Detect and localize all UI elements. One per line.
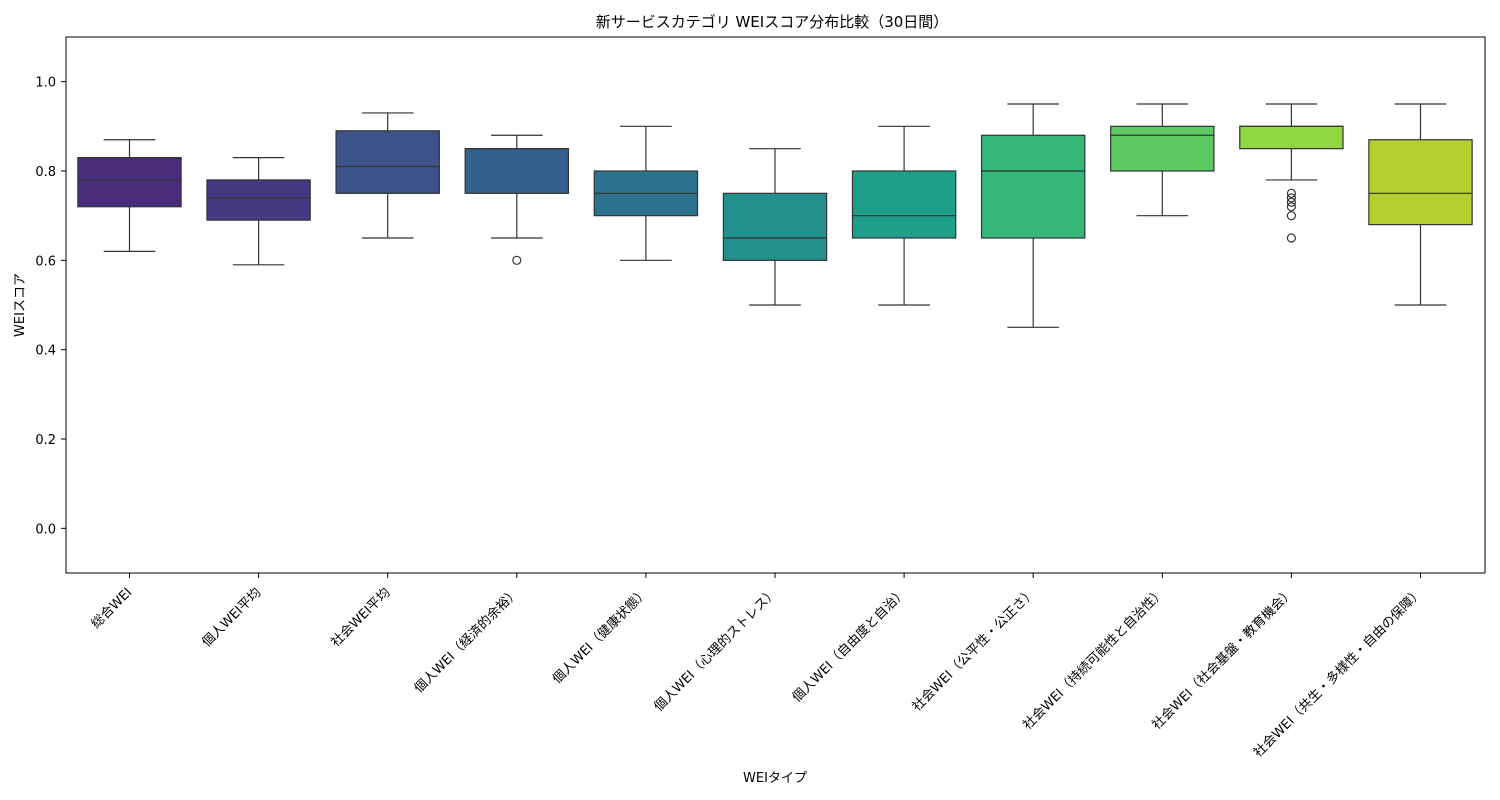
box-series-10	[1239, 103, 1344, 243]
box-iqr	[1368, 139, 1473, 226]
y-tick-label: 0.6	[35, 254, 56, 269]
boxes-group	[77, 103, 1473, 328]
x-tick-label: 個人WEI（自由度と自治）	[789, 585, 910, 706]
box-series-8	[980, 103, 1086, 328]
box-series-2	[206, 157, 311, 266]
box-iqr	[464, 148, 570, 194]
y-axis: 0.0 0.2 0.4 0.6 0.8 1.0	[35, 76, 66, 537]
outlier-point	[512, 255, 522, 265]
x-tick-label: 個人WEI（健康状態）	[549, 585, 651, 687]
box-iqr	[980, 134, 1086, 239]
outlier-point	[1286, 188, 1297, 198]
y-tick-label: 0.4	[35, 344, 56, 359]
box-iqr	[206, 179, 311, 221]
box-series-3	[335, 112, 440, 239]
outlier-point	[1286, 193, 1297, 203]
outlier-point	[1286, 202, 1297, 212]
outlier-point	[1286, 233, 1297, 243]
y-tick-label: 0.2	[35, 433, 56, 448]
x-tick-label: 個人WEI平均	[199, 585, 264, 650]
x-tick-label: 社会WEI（持続可能性と自治性）	[1020, 585, 1168, 733]
x-tick-label: 個人WEI（心理的ストレス）	[651, 585, 781, 715]
x-axis-label: WEIタイプ	[743, 771, 807, 786]
box-iqr	[851, 170, 957, 239]
y-axis-label: WEIスコア	[13, 273, 28, 337]
y-tick-label: 0.0	[35, 522, 56, 537]
box-series-4	[464, 134, 570, 265]
box-iqr	[722, 192, 828, 261]
outlier-point	[1286, 211, 1297, 221]
box-series-1	[77, 139, 182, 252]
outlier-point	[1286, 197, 1297, 207]
x-tick-label: 社会WEI平均	[328, 585, 394, 651]
x-tick-label: 社会WEI（社会基盤・教育機会）	[1149, 585, 1297, 733]
box-series-6	[722, 148, 828, 306]
chart-title: 新サービスカテゴリ WEIスコア分布比較（30日間）	[596, 13, 949, 31]
box-iqr	[1239, 125, 1344, 150]
x-tick-label: 個人WEI（経済的余裕）	[411, 585, 523, 697]
box-series-9	[1110, 103, 1215, 217]
box-series-11	[1368, 103, 1473, 306]
box-iqr	[335, 130, 440, 194]
box-iqr	[77, 157, 182, 208]
x-tick-label: 社会WEI（公平性・公正さ）	[909, 585, 1039, 715]
box-series-5	[593, 125, 699, 261]
y-tick-label: 0.8	[35, 165, 56, 180]
y-tick-label: 1.0	[35, 76, 56, 91]
box-iqr	[1110, 125, 1215, 172]
x-axis: 総合WEI 個人WEI平均 社会WEI平均 個人WEI（経済的余裕） 個人WEI（健康状…	[89, 573, 1426, 761]
x-tick-label: 総合WEI	[89, 585, 136, 632]
box-series-7	[851, 125, 957, 306]
